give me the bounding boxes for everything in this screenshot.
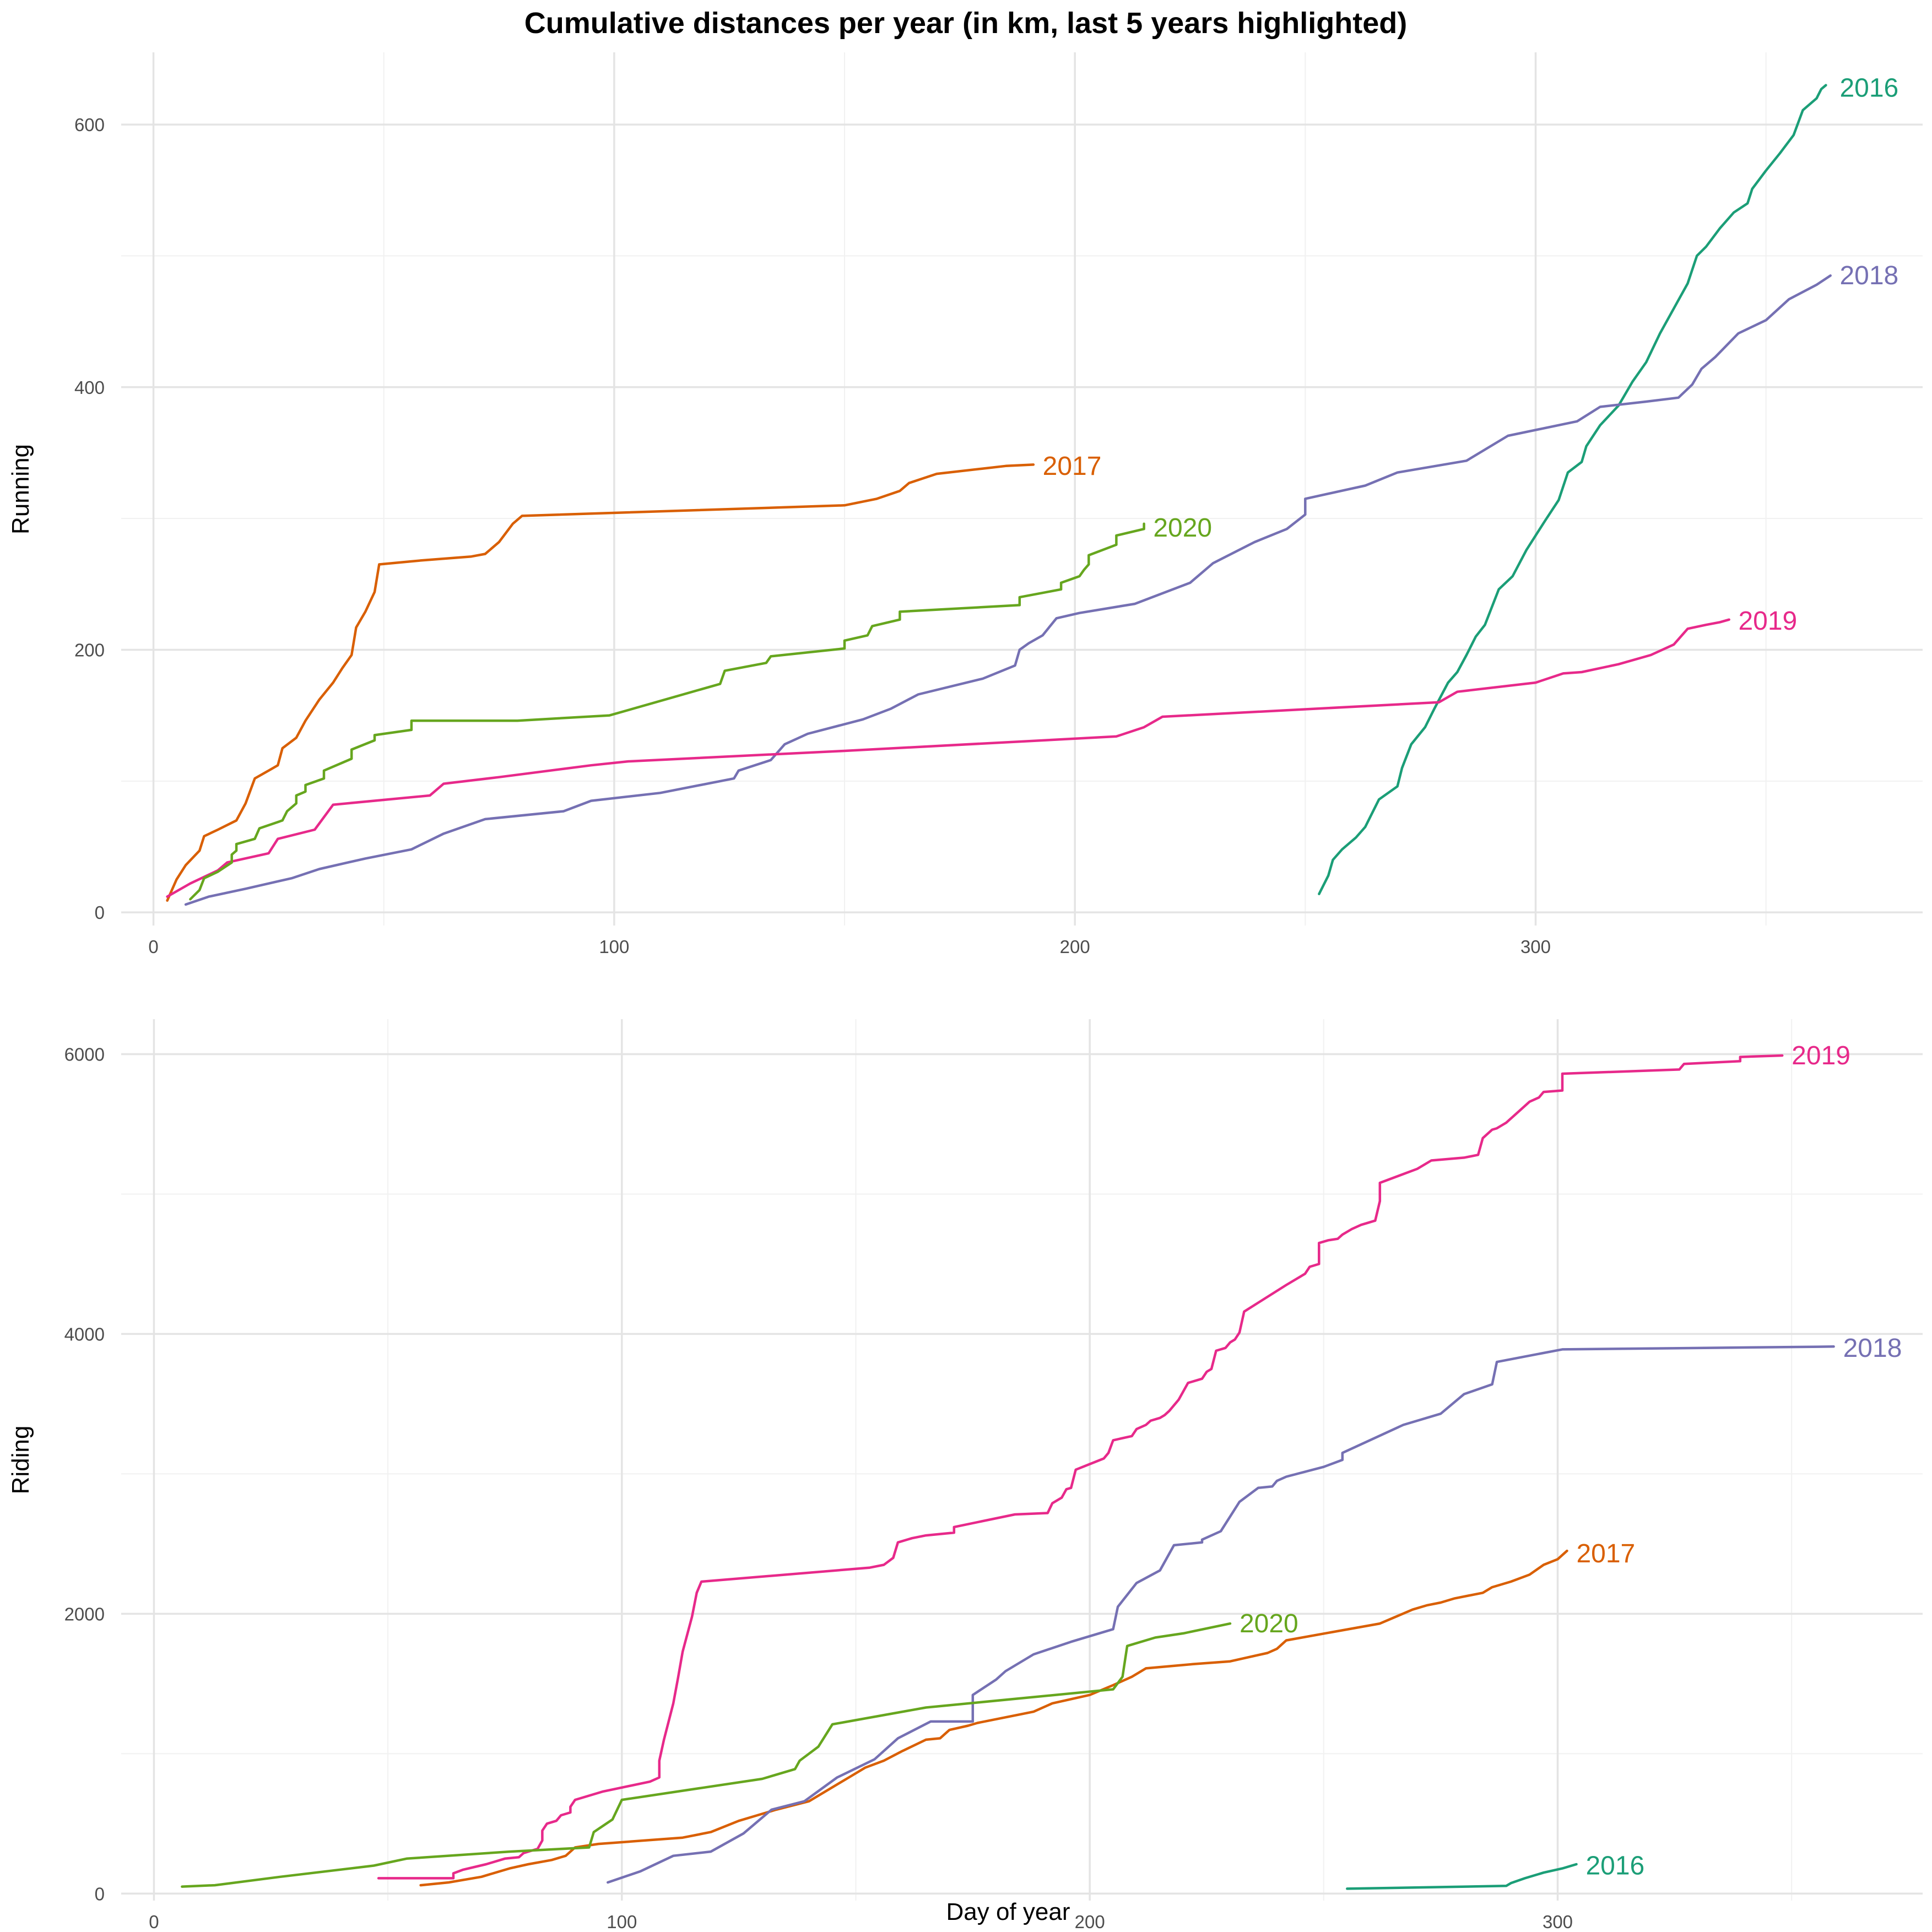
riding-x-tick-label: 300 — [1543, 1912, 1573, 1932]
riding-series-2020 — [181, 1622, 1232, 1888]
running-label-2020: 2020 — [1153, 513, 1212, 543]
running-x-tick-label: 200 — [1060, 937, 1090, 957]
riding-y-tick-label: 6000 — [64, 1044, 105, 1064]
riding-x-tick-label: 100 — [607, 1912, 637, 1932]
riding-series-2018 — [607, 1345, 1835, 1884]
chart-title: Cumulative distances per year (in km, la… — [524, 7, 1408, 40]
riding-x-tick-label: 0 — [149, 1912, 159, 1932]
riding-y-tick-label: 2000 — [64, 1604, 105, 1624]
running-panel: 0 100 200 300 0 200 400 600 Running 2016 2017 2018 2… — [7, 52, 1923, 957]
running-series-2019 — [166, 618, 1730, 898]
riding-series-2017 — [419, 1549, 1568, 1887]
riding-y-tick-label: 0 — [95, 1884, 105, 1904]
running-y-tick-label: 400 — [74, 377, 105, 398]
x-axis-title: Day of year — [946, 1898, 1070, 1925]
running-series-2017 — [166, 463, 1035, 902]
running-y-tick-label: 0 — [95, 902, 105, 923]
running-x-tick-label: 100 — [599, 937, 629, 957]
riding-y-tick-label: 4000 — [64, 1324, 105, 1344]
running-series-2016 — [1318, 84, 1827, 896]
running-y-tick-label: 200 — [74, 640, 105, 660]
riding-panel: 0 100 200 300 0 2000 4000 6000 Riding 2016 2017 201… — [7, 1019, 1923, 1932]
riding-label-2016: 2016 — [1585, 1852, 1644, 1881]
riding-label-2017: 2017 — [1576, 1539, 1635, 1568]
riding-label-2019: 2019 — [1792, 1041, 1850, 1070]
running-series-2020 — [189, 522, 1145, 901]
running-series-2018 — [184, 274, 1832, 906]
running-x-tick-label: 300 — [1520, 937, 1551, 957]
running-x-tick-label: 0 — [148, 937, 158, 957]
running-label-2017: 2017 — [1043, 452, 1102, 481]
riding-label-2018: 2018 — [1843, 1334, 1902, 1363]
running-label-2019: 2019 — [1738, 607, 1797, 636]
running-label-2016: 2016 — [1839, 73, 1898, 102]
riding-y-axis-title: Riding — [7, 1426, 34, 1495]
running-y-tick-label: 600 — [74, 115, 105, 135]
running-label-2018: 2018 — [1839, 261, 1898, 290]
riding-x-tick-label: 200 — [1075, 1912, 1105, 1932]
riding-label-2020: 2020 — [1240, 1609, 1298, 1638]
running-y-axis-title: Running — [7, 444, 34, 534]
riding-series-2016 — [1346, 1863, 1578, 1890]
riding-series-2019 — [377, 1054, 1784, 1880]
